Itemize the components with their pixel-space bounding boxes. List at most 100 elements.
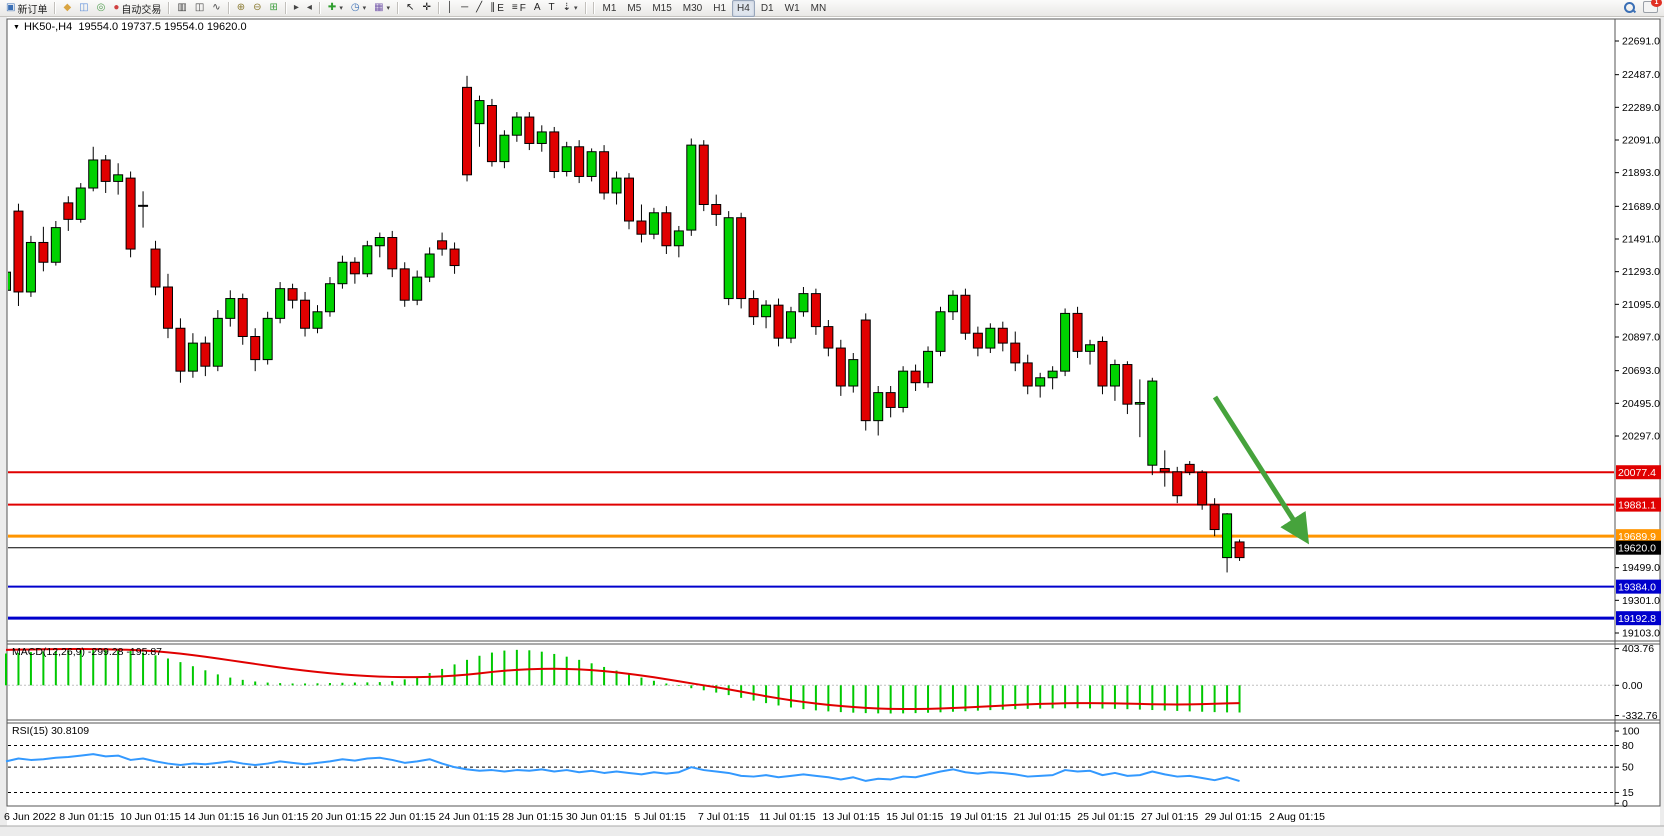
candle-body — [362, 245, 373, 275]
candle-body — [898, 370, 909, 408]
arrows-icon[interactable]: ⇣ ▾ — [559, 0, 582, 17]
auto-scroll-icon: ▸ — [293, 2, 299, 13]
signals-icon[interactable]: ◎ — [93, 0, 110, 17]
candle-body — [399, 268, 410, 301]
timeframe-m1-button[interactable]: M1 — [602, 2, 617, 14]
candle-body — [312, 311, 323, 329]
candle-body — [947, 294, 958, 313]
crosshair-icon[interactable]: ✛ — [418, 0, 434, 17]
hline-badge-label: 19689.9 — [1618, 531, 1656, 543]
cursor-icon[interactable]: ↖ — [402, 0, 418, 17]
candle-body — [748, 298, 759, 318]
periods-clock-icon[interactable]: ◷ ▾ — [347, 0, 370, 17]
date-label: 5 Jul 01:15 — [634, 811, 686, 823]
timeframe-w1-button[interactable]: W1 — [784, 2, 800, 14]
new-order-button[interactable]: ▣ 新订单 — [2, 0, 51, 17]
candlestick-chart-icon[interactable]: ◫ — [191, 0, 208, 17]
price-axis-label: 21893.0 — [1622, 167, 1660, 179]
candle-body — [474, 100, 485, 125]
zoom-out-icon[interactable]: ⊖ — [249, 0, 265, 17]
channel-icon[interactable]: ∥ E — [486, 0, 508, 17]
candle-body — [75, 187, 86, 220]
price-axis-label: 21689.0 — [1622, 201, 1660, 213]
strategy-tester-icon[interactable]: ◆ — [59, 0, 75, 17]
candle-body — [374, 237, 385, 247]
chart-title: ▼ HK50-,H4 19554.0 19737.5 19554.0 19620.… — [13, 21, 247, 33]
timeframe-d1-button[interactable]: D1 — [760, 2, 774, 14]
market-profile-icon[interactable]: ◫ — [75, 0, 92, 17]
zoom-in-icon[interactable]: ⊕ — [233, 0, 249, 17]
indicators-icon[interactable]: ✚ ▾ — [324, 0, 347, 17]
autotrading-button-label: 自动交易 — [121, 4, 162, 16]
vertical-line-icon[interactable]: │ — [443, 0, 457, 17]
chart-dropdown-triangle-icon[interactable]: ▼ — [13, 24, 20, 31]
bar-chart-icon[interactable]: ▥ — [173, 0, 190, 17]
timeframe-h1-button[interactable]: H1 — [713, 2, 727, 14]
timeframe-m30-button[interactable]: M30 — [682, 2, 703, 14]
bar-chart-icon: ▥ — [177, 2, 187, 13]
tile-windows-icon[interactable]: ⊞ — [265, 0, 281, 17]
price-axis-label: 22487.0 — [1622, 69, 1660, 81]
window-bottom-edge — [0, 826, 1664, 836]
window-left-edge — [0, 17, 7, 836]
text-label-icon[interactable]: T — [545, 0, 559, 17]
hline-badge-19881.1 — [1616, 497, 1661, 512]
candle-body — [773, 304, 784, 339]
periods-clock-icon-caret[interactable]: ▾ — [362, 5, 367, 12]
chat-icon[interactable]: 1 — [1643, 0, 1662, 13]
cursor-icon: ↖ — [406, 2, 415, 13]
timeframe-m5-button[interactable]: M5 — [627, 2, 642, 14]
price-axis-label: 21491.0 — [1622, 233, 1660, 245]
candle-body — [574, 146, 585, 177]
date-label: 8 Jun 01:15 — [59, 811, 114, 823]
candle-body — [1197, 471, 1208, 506]
candle-body — [686, 144, 697, 231]
down-arrow-annotation[interactable] — [1212, 395, 1310, 545]
horizontal-line-icon[interactable]: ─ — [457, 0, 472, 17]
crosshair-icon: ✛ — [422, 2, 431, 13]
indicators-icon-caret[interactable]: ▾ — [339, 5, 343, 12]
autotrading-button[interactable]: ● 自动交易 — [109, 0, 165, 17]
chart-shift-icon: ◂ — [306, 2, 312, 13]
fibonacci-icon[interactable]: ≡ F — [508, 0, 530, 17]
candle-body — [462, 86, 473, 176]
timeframe-h4-button[interactable]: H4 — [732, 0, 755, 17]
line-chart-icon[interactable]: ∿ — [208, 0, 224, 17]
templates-icon[interactable]: ▦ ▾ — [370, 0, 394, 17]
candle-body — [997, 327, 1008, 344]
fibonacci-icon-label: F — [519, 2, 526, 14]
candle-body — [661, 212, 672, 247]
toolbar-separator — [168, 2, 171, 14]
text-icon[interactable]: A — [530, 0, 545, 17]
candle-body — [549, 131, 560, 173]
macd-axis-label: 0.00 — [1622, 680, 1643, 692]
candle-body — [175, 327, 186, 372]
chart-shift-icon[interactable]: ◂ — [303, 0, 316, 17]
trendline-icon[interactable]: ╱ — [472, 0, 486, 17]
arrows-icon-caret[interactable]: ▾ — [574, 5, 578, 12]
candle-body — [1209, 504, 1220, 531]
rsi-axis-label: 15 — [1622, 787, 1634, 799]
toolbar-separator — [318, 2, 321, 14]
hline-badge-label: 19192.8 — [1618, 613, 1656, 625]
templates-icon-caret[interactable]: ▾ — [386, 5, 391, 12]
hline-badge-19384.0 — [1616, 579, 1661, 594]
timeframe-mn-button[interactable]: MN — [810, 2, 827, 14]
chat-unread-badge: 1 — [1651, 0, 1662, 7]
window-right-edge — [1660, 17, 1664, 836]
toolbar-separator — [54, 2, 57, 14]
date-label: 29 Jul 01:15 — [1205, 811, 1262, 823]
timeframe-m15-button[interactable]: M15 — [652, 2, 672, 14]
candle-body — [910, 370, 921, 384]
macd-axis-label: 403.76 — [1622, 643, 1654, 655]
search-icon[interactable] — [1624, 1, 1635, 13]
price-axis-label: 20897.0 — [1622, 332, 1660, 344]
candle-body — [437, 240, 448, 250]
hline-badge-label: 19384.0 — [1618, 582, 1656, 594]
candle-body — [636, 220, 647, 235]
date-label: 24 Jun 01:15 — [439, 811, 500, 823]
auto-scroll-icon[interactable]: ▸ — [290, 0, 303, 17]
candle-body — [1134, 402, 1145, 405]
